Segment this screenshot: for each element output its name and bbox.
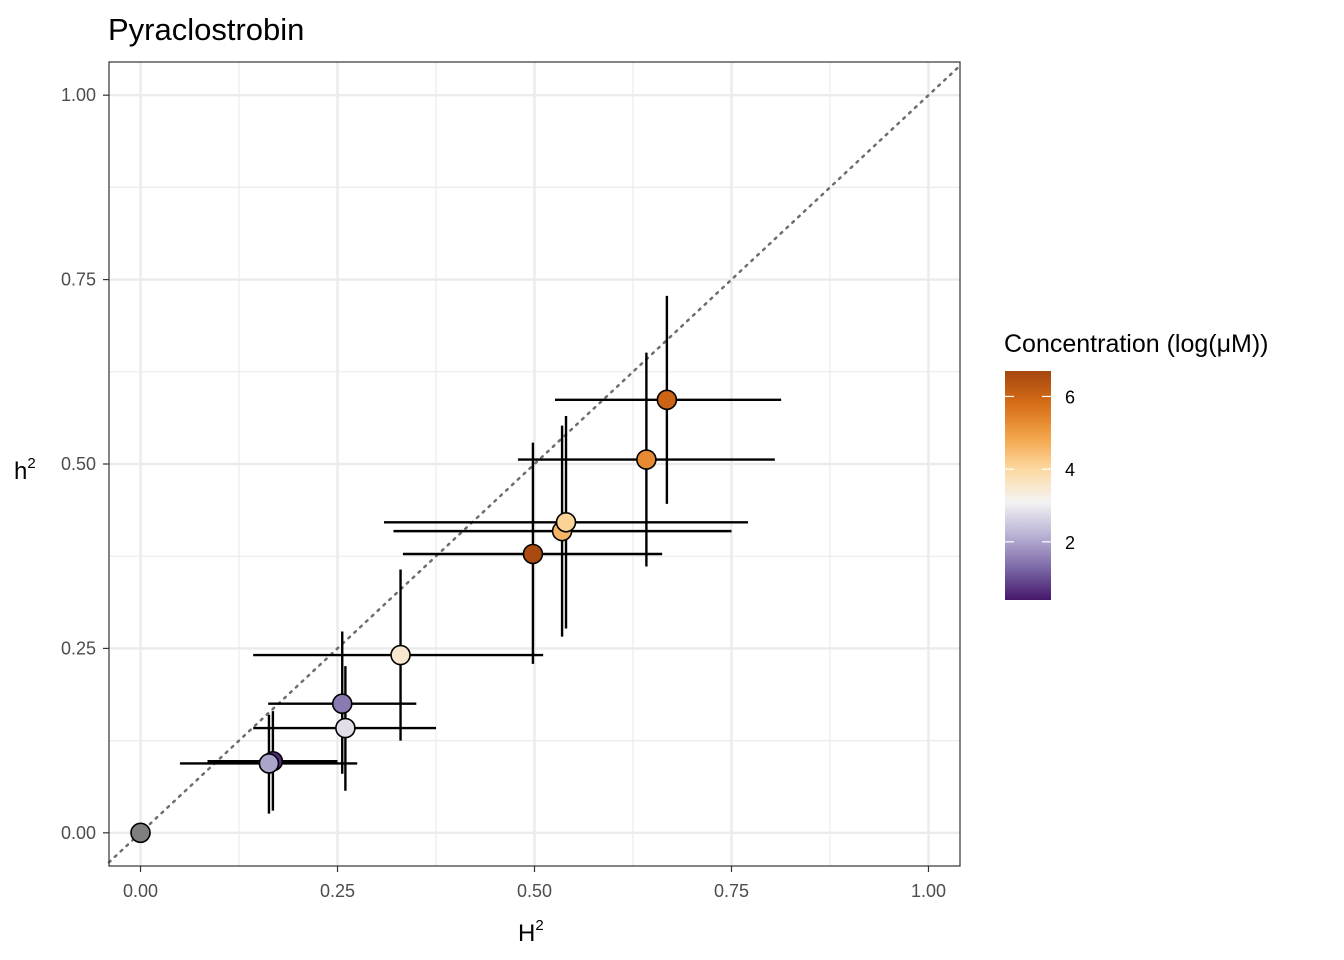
y-axis-label-base: h <box>14 458 27 485</box>
x-axis: 0.00 0.25 0.50 0.75 1.00 <box>123 866 946 901</box>
data-point <box>331 693 353 715</box>
y-axis-label: h2 <box>14 455 36 485</box>
data-point <box>656 389 678 411</box>
y-axis: 0.00 0.25 0.50 0.75 1.00 <box>61 85 109 843</box>
y-axis-label-sup: 2 <box>27 455 35 472</box>
chart-title: Pyraclostrobin <box>108 12 304 47</box>
legend: Concentration (log(μM)) 2 4 6 <box>1004 330 1269 600</box>
y-tick-label: 0.50 <box>61 454 96 474</box>
x-axis-label: H2 <box>518 917 544 947</box>
data-point <box>636 449 657 470</box>
data-point <box>335 717 356 739</box>
y-tick-label: 0.00 <box>61 823 96 843</box>
x-tick-label: 0.00 <box>123 881 158 901</box>
legend-tick-label: 4 <box>1065 460 1075 480</box>
legend-tick-label: 2 <box>1065 533 1075 553</box>
data-point <box>555 511 577 533</box>
plot-panel <box>107 61 962 867</box>
data-points <box>130 389 678 844</box>
legend-colorbar <box>1005 371 1051 600</box>
legend-title: Concentration (log(μM)) <box>1004 330 1269 358</box>
data-point <box>258 753 280 774</box>
data-point <box>522 543 544 565</box>
x-tick-label: 0.75 <box>714 881 749 901</box>
data-point <box>130 822 151 844</box>
reference-line <box>107 64 962 864</box>
x-axis-label-sup: 2 <box>535 917 543 934</box>
x-tick-label: 0.50 <box>517 881 552 901</box>
legend-ticks: 2 4 6 <box>1005 387 1075 553</box>
y-tick-label: 1.00 <box>61 85 96 105</box>
y-tick-label: 0.75 <box>61 270 96 290</box>
x-tick-label: 0.25 <box>320 881 355 901</box>
x-axis-label-base: H <box>518 920 535 947</box>
data-point <box>390 644 411 666</box>
legend-tick-label: 6 <box>1065 387 1075 407</box>
x-tick-label: 1.00 <box>911 881 946 901</box>
y-tick-label: 0.25 <box>61 638 96 658</box>
